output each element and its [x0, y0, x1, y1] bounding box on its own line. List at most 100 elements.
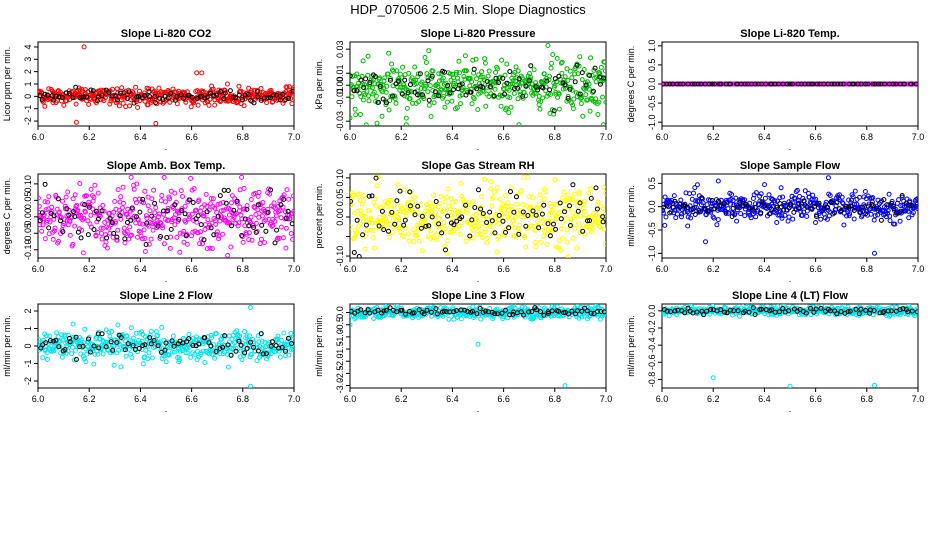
data-point — [208, 333, 214, 338]
data-point — [374, 305, 380, 310]
data-point — [72, 223, 78, 229]
data-point — [140, 343, 146, 348]
data-point — [143, 347, 149, 353]
data-point — [441, 220, 447, 226]
data-point — [221, 96, 227, 102]
data-point — [413, 230, 419, 236]
data-point — [39, 210, 45, 216]
data-point — [564, 66, 570, 72]
data-point — [500, 218, 506, 224]
data-point — [489, 203, 495, 209]
data-point — [870, 81, 876, 87]
data-point — [423, 81, 428, 87]
data-point — [241, 103, 247, 109]
x-tick-label: 6.8 — [237, 264, 250, 274]
data-point — [59, 354, 65, 360]
data-point — [718, 307, 724, 313]
data-point — [188, 104, 194, 110]
data-point — [137, 209, 143, 215]
data-point — [431, 192, 437, 198]
data-point — [484, 240, 490, 246]
data-point — [723, 210, 729, 216]
data-point — [434, 311, 440, 317]
data-point — [407, 82, 413, 88]
data-point — [550, 218, 556, 224]
data-point — [714, 222, 720, 228]
data-point — [169, 349, 175, 355]
data-point — [398, 208, 404, 214]
data-point — [531, 90, 537, 96]
data-point — [122, 236, 128, 242]
data-point — [677, 205, 683, 210]
data-point — [530, 226, 536, 232]
data-point — [777, 195, 783, 201]
data-point — [56, 344, 62, 350]
data-point — [567, 68, 573, 74]
data-point — [463, 202, 469, 208]
data-point — [442, 69, 447, 75]
data-point — [140, 221, 146, 227]
data-point — [60, 337, 66, 343]
data-point — [201, 213, 207, 219]
data-point — [523, 83, 529, 89]
x-tick-label: 6.8 — [237, 394, 250, 404]
data-point — [72, 192, 78, 198]
data-point — [742, 197, 747, 203]
x-tick-label: 6.2 — [707, 132, 720, 142]
data-point — [893, 81, 899, 87]
data-point — [360, 232, 366, 238]
data-point — [133, 84, 139, 90]
data-point — [540, 95, 546, 101]
y-tick-label: 0 — [23, 343, 33, 348]
data-point — [913, 81, 918, 87]
data-point — [436, 93, 442, 99]
data-point — [273, 348, 279, 354]
data-point — [579, 225, 585, 231]
data-point — [99, 231, 105, 236]
data-point — [107, 215, 113, 221]
data-point — [387, 77, 393, 83]
data-point — [251, 339, 257, 345]
data-point — [248, 214, 254, 220]
data-point — [354, 229, 360, 235]
data-point — [706, 81, 712, 87]
data-point — [593, 213, 599, 219]
data-point — [501, 87, 507, 92]
data-point — [212, 355, 218, 361]
data-point — [495, 66, 500, 72]
data-point — [685, 223, 691, 229]
y-axis-label: ml/min per min. — [626, 185, 636, 247]
data-point — [677, 81, 683, 87]
data-point — [163, 199, 168, 205]
data-point — [403, 311, 408, 317]
data-point — [65, 348, 71, 354]
data-point — [742, 81, 748, 87]
data-point — [496, 80, 502, 85]
x-tick-label: 6.8 — [549, 264, 562, 274]
data-point — [475, 224, 481, 230]
data-point — [469, 101, 475, 107]
data-point — [896, 197, 902, 203]
data-point — [494, 249, 500, 255]
data-point — [430, 203, 436, 209]
data-point — [587, 218, 592, 224]
data-point — [379, 218, 385, 224]
data-point — [426, 97, 432, 103]
data-point — [600, 184, 606, 190]
data-point — [487, 224, 493, 229]
data-point — [556, 106, 562, 112]
y-tick-label: -0.10 — [335, 246, 345, 267]
data-point — [585, 218, 590, 224]
y-tick-label: -2.5 — [335, 366, 345, 382]
x-tick-label: 6.2 — [83, 132, 96, 142]
data-point — [351, 250, 357, 255]
data-point — [875, 208, 881, 213]
data-point — [481, 213, 487, 219]
data-point — [503, 307, 508, 313]
data-point — [42, 91, 48, 97]
data-point — [152, 94, 158, 99]
data-point — [567, 196, 573, 202]
data-point — [534, 307, 539, 313]
data-point — [470, 227, 476, 233]
data-point — [82, 209, 88, 215]
